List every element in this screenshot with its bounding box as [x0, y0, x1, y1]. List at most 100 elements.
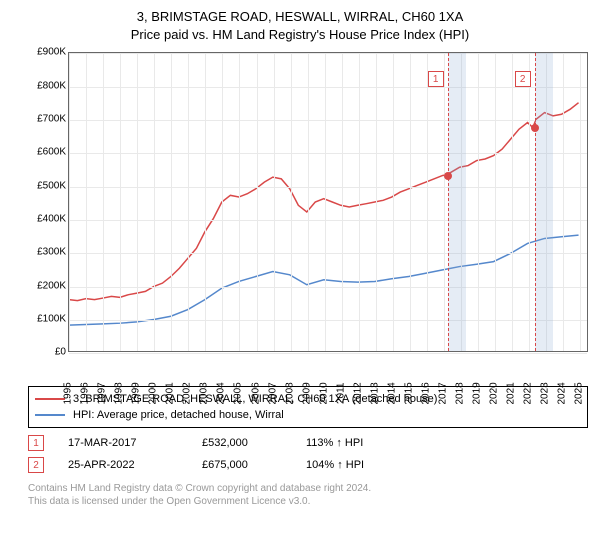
x-axis-label: 2002 — [182, 382, 193, 404]
shaded-region — [448, 53, 467, 351]
gridline-v — [257, 53, 258, 351]
title-line-2: Price paid vs. HM Land Registry's House … — [0, 26, 600, 44]
x-axis-label: 2006 — [250, 382, 261, 404]
gridline-h — [69, 53, 587, 54]
y-axis-label: £200K — [26, 280, 66, 291]
gridline-v — [512, 53, 513, 351]
gridline-v — [171, 53, 172, 351]
x-axis-label: 1995 — [63, 382, 74, 404]
gridline-v — [274, 53, 275, 351]
y-axis-label: £600K — [26, 147, 66, 158]
gridline-h — [69, 153, 587, 154]
title-block: 3, BRIMSTAGE ROAD, HESWALL, WIRRAL, CH60… — [0, 0, 600, 48]
x-axis-label: 2022 — [523, 382, 534, 404]
y-axis-label: £500K — [26, 180, 66, 191]
gridline-v — [308, 53, 309, 351]
sales-table: 1 17-MAR-2017 £532,000 113% ↑ HPI 2 25-APR-20… — [28, 432, 588, 476]
sales-pct: 113% ↑ HPI — [306, 437, 406, 449]
gridline-v — [393, 53, 394, 351]
sale-dot — [531, 124, 539, 132]
x-axis-label: 2001 — [165, 382, 176, 404]
gridline-h — [69, 353, 587, 354]
gridline-h — [69, 287, 587, 288]
x-axis-label: 2009 — [301, 382, 312, 404]
gridline-v — [103, 53, 104, 351]
y-axis-label: £300K — [26, 247, 66, 258]
gridline-v — [137, 53, 138, 351]
sales-row: 2 25-APR-2022 £675,000 104% ↑ HPI — [28, 454, 588, 476]
sales-date: 25-APR-2022 — [68, 459, 178, 471]
x-axis-label: 2019 — [472, 382, 483, 404]
gridline-v — [69, 53, 70, 351]
sale-dot — [444, 172, 452, 180]
x-axis-label: 2011 — [335, 382, 346, 404]
gridline-v — [154, 53, 155, 351]
x-axis-label: 2018 — [455, 382, 466, 404]
plot-rect: 12 — [68, 52, 588, 352]
gridline-v — [342, 53, 343, 351]
gridline-v — [86, 53, 87, 351]
sales-marker: 2 — [28, 457, 44, 473]
legend-row: HPI: Average price, detached house, Wirr… — [35, 407, 581, 423]
x-axis-label: 1999 — [131, 382, 142, 404]
legend-label: HPI: Average price, detached house, Wirr… — [73, 409, 284, 421]
gridline-h — [69, 187, 587, 188]
gridline-v — [359, 53, 360, 351]
gridline-v — [188, 53, 189, 351]
gridline-h — [69, 87, 587, 88]
x-axis-label: 2008 — [284, 382, 295, 404]
x-axis-label: 2005 — [233, 382, 244, 404]
marker-line — [448, 53, 449, 351]
x-axis-label: 2020 — [489, 382, 500, 404]
gridline-v — [427, 53, 428, 351]
shaded-region — [535, 53, 554, 351]
sales-price: £675,000 — [202, 459, 282, 471]
gridline-h — [69, 220, 587, 221]
gridline-v — [120, 53, 121, 351]
x-axis-label: 2016 — [421, 382, 432, 404]
marker-label-box: 1 — [428, 71, 444, 87]
x-axis-label: 2012 — [352, 382, 363, 404]
title-line-1: 3, BRIMSTAGE ROAD, HESWALL, WIRRAL, CH60… — [0, 8, 600, 26]
gridline-h — [69, 253, 587, 254]
x-axis-label: 2023 — [540, 382, 551, 404]
legend-swatch — [35, 414, 65, 416]
y-axis-label: £700K — [26, 114, 66, 125]
footer-line-2: This data is licensed under the Open Gov… — [28, 495, 588, 508]
y-axis-label: £800K — [26, 80, 66, 91]
gridline-v — [529, 53, 530, 351]
marker-line — [535, 53, 536, 351]
gridline-v — [478, 53, 479, 351]
gridline-v — [580, 53, 581, 351]
y-axis-label: £400K — [26, 214, 66, 225]
gridline-v — [444, 53, 445, 351]
footer: Contains HM Land Registry data © Crown c… — [28, 482, 588, 508]
gridline-v — [495, 53, 496, 351]
gridline-v — [291, 53, 292, 351]
gridline-v — [563, 53, 564, 351]
x-axis-label: 2000 — [148, 382, 159, 404]
x-axis-label: 2017 — [438, 382, 449, 404]
sales-date: 17-MAR-2017 — [68, 437, 178, 449]
x-axis-label: 2015 — [403, 382, 414, 404]
x-axis-label: 2007 — [267, 382, 278, 404]
gridline-v — [376, 53, 377, 351]
x-axis-label: 2010 — [318, 382, 329, 404]
x-axis-label: 2025 — [574, 382, 585, 404]
x-axis-label: 2014 — [386, 382, 397, 404]
legend-swatch — [35, 398, 65, 400]
gridline-v — [325, 53, 326, 351]
chart-svg — [69, 53, 587, 351]
x-axis-label: 1997 — [97, 382, 108, 404]
x-axis-label: 2004 — [216, 382, 227, 404]
sales-pct: 104% ↑ HPI — [306, 459, 406, 471]
gridline-v — [410, 53, 411, 351]
x-axis-label: 1996 — [80, 382, 91, 404]
chart-area: 12 £0£100K£200K£300K£400K£500K£600K£700K… — [28, 52, 588, 382]
y-axis-label: £100K — [26, 314, 66, 325]
gridline-h — [69, 120, 587, 121]
sales-marker: 1 — [28, 435, 44, 451]
sales-price: £532,000 — [202, 437, 282, 449]
x-axis-label: 1998 — [114, 382, 125, 404]
x-axis-label: 2021 — [506, 382, 517, 404]
